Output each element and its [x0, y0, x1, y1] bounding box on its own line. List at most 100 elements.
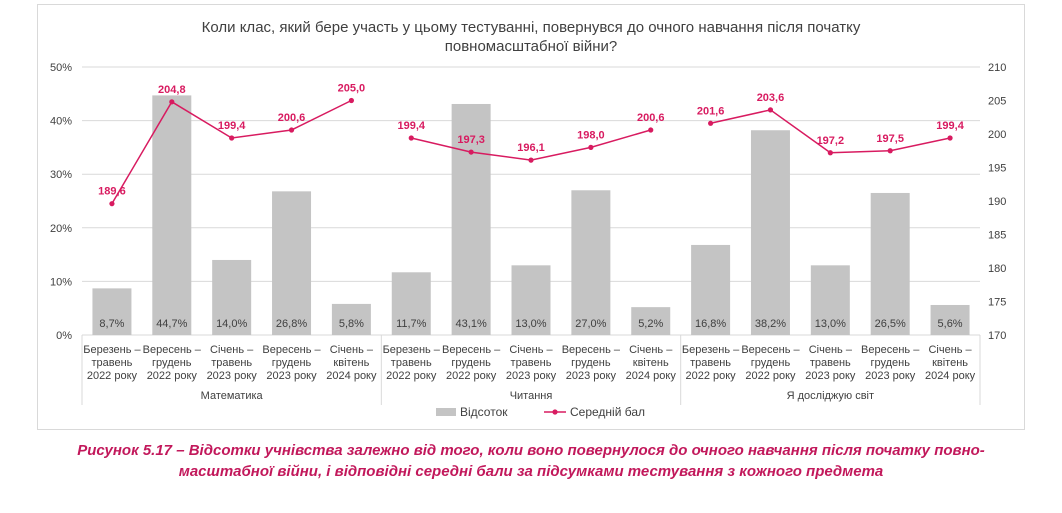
line-data-label: 199,4 — [218, 120, 246, 132]
legend-marker-line — [552, 409, 558, 415]
category-tick-label: 2022 року — [685, 370, 736, 382]
y-right-tick-label: 180 — [988, 263, 1006, 275]
bar-data-label: 5,6% — [938, 318, 963, 330]
group-label: Математика — [201, 390, 264, 402]
category-tick-label: 2022 року — [446, 370, 497, 382]
line-point — [947, 135, 953, 141]
line-point — [708, 120, 714, 126]
line-point — [648, 127, 654, 133]
category-tick-label: Березень – — [83, 344, 141, 356]
category-tick-label: травень — [511, 357, 552, 369]
bar — [212, 259, 252, 335]
category-tick-label: грудень — [870, 357, 910, 369]
line-data-label: 199,4 — [398, 120, 426, 132]
category-tick-label: травень — [91, 357, 132, 369]
line-data-label: 197,3 — [457, 134, 485, 146]
category-tick-label: травень — [690, 357, 731, 369]
bar — [92, 288, 132, 335]
category-tick-label: квітень — [932, 357, 968, 369]
category-tick-label: 2024 року — [326, 370, 377, 382]
category-tick-label: 2022 року — [87, 370, 138, 382]
line-point — [348, 97, 354, 104]
category-tick-label: 2022 року — [147, 370, 198, 382]
bar-data-label: 16,8% — [695, 318, 726, 330]
chart-title-line-2: повномасштабної війни? — [444, 38, 618, 55]
y-right-tick-label: 175 — [988, 297, 1006, 309]
line-data-label: 197,5 — [876, 133, 904, 145]
y-right-tick-label: 205 — [988, 96, 1006, 108]
y-right-tick-label: 195 — [988, 163, 1006, 175]
category-tick-label: 2023 року — [865, 370, 916, 382]
line-data-label: 203,6 — [757, 92, 785, 104]
bar-data-label: 44,7% — [156, 318, 187, 330]
group-label: Я досліджую світ — [787, 390, 874, 402]
y-left-tick-label: 10% — [50, 276, 72, 288]
category-tick-label: Вересень – — [262, 344, 321, 356]
category-tick-label: Березень – — [383, 344, 441, 356]
category-tick-label: 2023 року — [266, 370, 317, 382]
y-left-tick-label: 40% — [50, 116, 72, 128]
line-data-label: 205,0 — [338, 83, 366, 95]
bar-data-label: 13,0% — [815, 318, 846, 330]
bar-data-label: 14,0% — [216, 318, 247, 330]
figure-caption-line-2: масштабної війни, і відповідні середні б… — [178, 463, 884, 480]
y-left-tick-label: 0% — [56, 330, 72, 342]
bar-data-label: 5,8% — [339, 318, 364, 330]
bar — [750, 130, 790, 335]
y-right-tick-label: 190 — [988, 196, 1006, 208]
bar — [810, 265, 850, 335]
line-data-label: 197,2 — [817, 135, 845, 147]
category-tick-label: 2024 року — [626, 370, 677, 382]
line-point — [827, 150, 833, 156]
y-left-tick-label: 50% — [50, 62, 72, 74]
category-tick-label: 2023 року — [506, 370, 557, 382]
category-tick-label: Січень – — [330, 344, 374, 356]
category-tick-label: 2023 року — [566, 370, 617, 382]
bar-data-label: 38,2% — [755, 318, 786, 330]
bar — [152, 95, 192, 336]
bar-data-label: 8,7% — [99, 318, 124, 330]
category-tick-label: Січень – — [928, 344, 972, 356]
chart-title-line-1: Коли клас, який бере участь у цьому тест… — [201, 19, 861, 36]
line-data-label: 196,1 — [517, 142, 545, 154]
line-point — [408, 135, 414, 141]
line-point — [767, 107, 774, 113]
bar — [571, 190, 611, 335]
category-tick-label: Січень – — [210, 344, 254, 356]
line-point — [169, 99, 175, 105]
category-tick-label: грудень — [152, 357, 192, 369]
bar — [691, 244, 731, 335]
bar-data-label: 43,1% — [456, 318, 487, 330]
bar-data-label: 13,0% — [515, 318, 546, 330]
category-tick-label: квітень — [633, 357, 669, 369]
line-point — [468, 149, 474, 155]
category-tick-label: грудень — [451, 357, 491, 369]
bar — [272, 191, 312, 335]
bar — [451, 103, 491, 335]
category-tick-label: Вересень – — [741, 344, 800, 356]
line-point — [528, 157, 534, 163]
category-tick-label: травень — [211, 357, 252, 369]
category-tick-label: травень — [810, 357, 851, 369]
bar — [391, 272, 431, 335]
category-tick-label: Січень – — [809, 344, 853, 356]
category-tick-label: Вересень – — [861, 344, 920, 356]
bar-data-label: 26,5% — [875, 318, 906, 330]
chart-title: Коли клас, який бере участь у цьому тест… — [37, 18, 1025, 56]
category-tick-label: грудень — [272, 357, 312, 369]
y-right-tick-label: 210 — [988, 62, 1006, 74]
line-data-label: 199,4 — [936, 120, 964, 132]
category-tick-label: 2023 року — [207, 370, 258, 382]
line-point — [588, 144, 594, 150]
line-data-label: 201,6 — [697, 105, 725, 117]
chart-frame: 0% 10% 20% 30% 40% 50% 170 175 180 185 190 195 200 20… — [37, 4, 1025, 430]
y-left-tick-label: 30% — [50, 169, 72, 181]
bar-data-label: 27,0% — [575, 318, 606, 330]
category-tick-label: грудень — [751, 357, 791, 369]
category-tick-label: Вересень – — [562, 344, 621, 356]
line-data-label: 189,6 — [98, 186, 126, 198]
series-line — [111, 99, 352, 205]
line-point — [109, 201, 115, 207]
category-tick-label: Березень – — [682, 344, 740, 356]
chart-plot: 0% 10% 20% 30% 40% 50% 170 175 180 185 190 195 200 20… — [50, 62, 1006, 419]
